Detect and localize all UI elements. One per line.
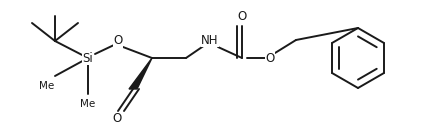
Text: O: O: [113, 35, 123, 47]
Text: Si: Si: [83, 52, 93, 64]
Text: O: O: [265, 52, 275, 64]
Text: Me: Me: [39, 81, 55, 91]
Text: Me: Me: [81, 99, 96, 109]
Text: NH: NH: [201, 33, 219, 47]
Text: O: O: [112, 112, 122, 126]
Text: O: O: [237, 10, 247, 24]
Polygon shape: [129, 58, 152, 89]
